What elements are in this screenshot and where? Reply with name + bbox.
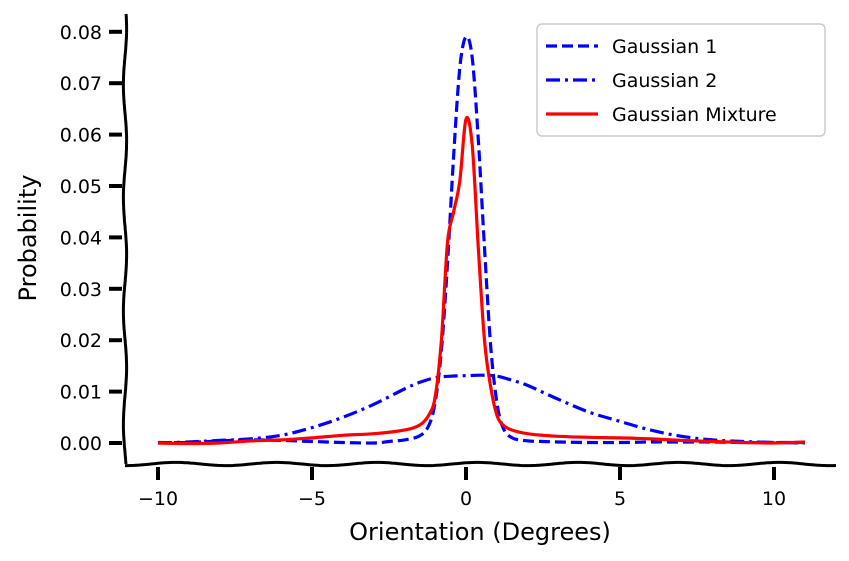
y-axis: 0.00 0.01 0.02 0.03 0.04 0.05 0.06 0.07 0.08 [60, 13, 129, 465]
y-tick-label: 0.01 [60, 382, 102, 404]
x-tick-label: −10 [138, 488, 178, 510]
y-tick-label: 0.08 [60, 22, 102, 44]
x-tick-label: 0 [460, 488, 472, 510]
y-tick-label: 0.04 [60, 227, 102, 249]
y-tick-label: 0.07 [60, 73, 102, 95]
y-tick-label: 0.00 [60, 433, 102, 455]
y-tick-label: 0.05 [60, 176, 102, 198]
y-tick-label: 0.02 [60, 330, 102, 352]
y-axis-spine [121, 13, 129, 465]
y-tick-label: 0.03 [60, 279, 102, 301]
y-tick-label: 0.06 [60, 125, 102, 147]
x-tick-label: 10 [762, 488, 786, 510]
legend-label-2: Gaussian 2 [612, 70, 717, 92]
y-axis-label: Probability [14, 175, 42, 302]
x-axis: −10 −5 0 5 10 [125, 460, 837, 510]
series-line-2 [157, 373, 805, 445]
series-line-3 [157, 116, 805, 446]
x-axis-spine [125, 460, 837, 468]
legend-label-3: Gaussian Mixture [612, 104, 777, 126]
plot-area [157, 34, 805, 446]
legend-label-1: Gaussian 1 [612, 36, 717, 58]
series-line-1 [157, 34, 805, 445]
x-tick-label: 5 [614, 488, 626, 510]
legend: Gaussian 1 Gaussian 2 Gaussian Mixture [536, 23, 826, 137]
x-axis-label: Orientation (Degrees) [349, 518, 611, 546]
x-tick-label: −5 [298, 488, 326, 510]
legend-box [536, 23, 826, 137]
